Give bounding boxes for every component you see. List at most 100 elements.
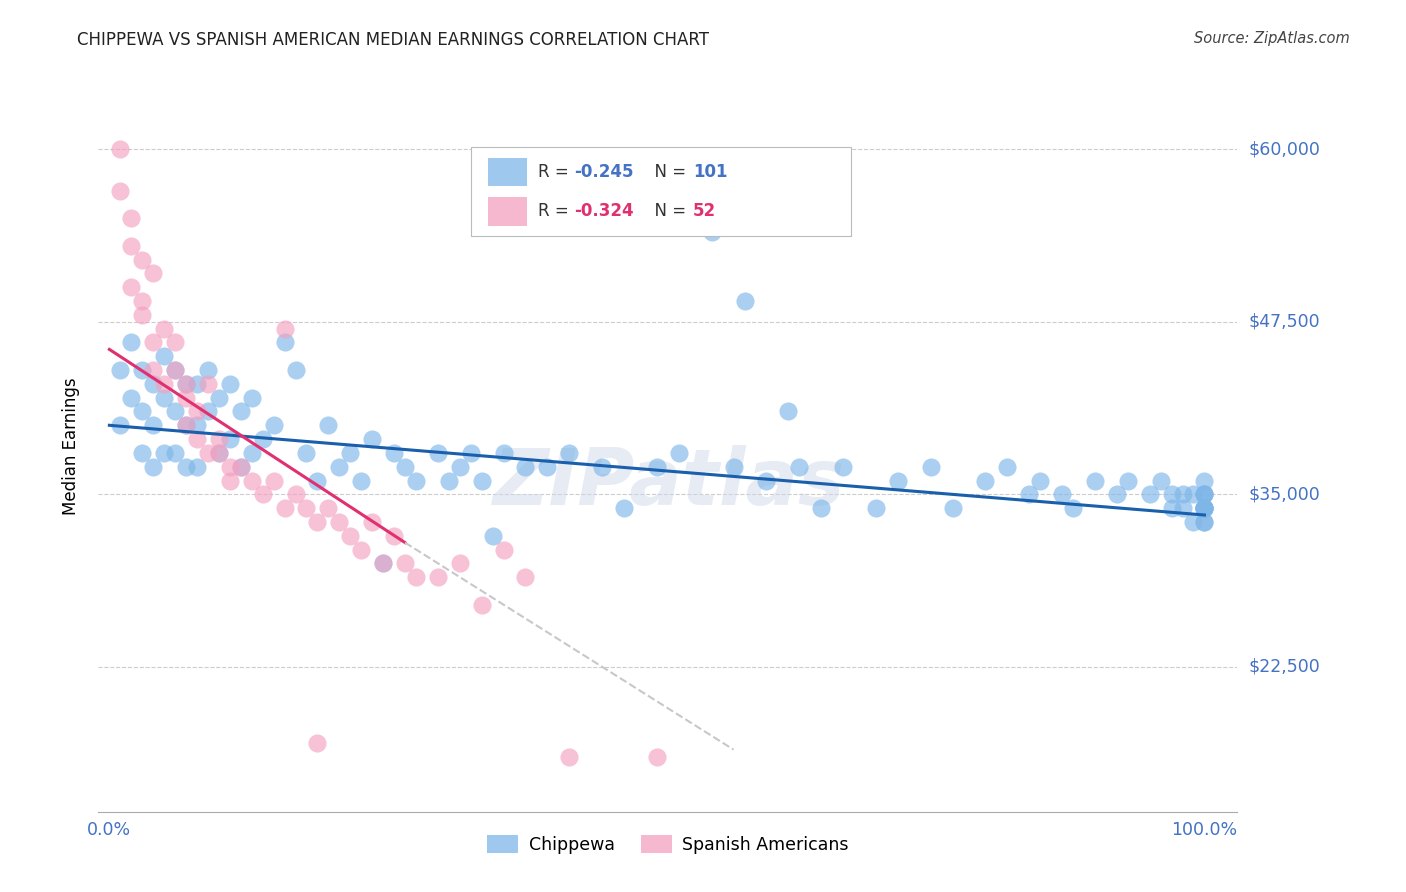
Point (449, 557, 471, 571)
Point (110, 418, 132, 433)
Point (153, 446, 176, 460)
Point (1171, 501, 1194, 516)
Point (787, 459, 810, 474)
Point (734, 294, 756, 309)
Point (382, 529, 405, 543)
Point (1182, 515, 1205, 529)
Point (263, 474, 285, 488)
Text: N =: N = (644, 163, 692, 181)
Text: $22,500: $22,500 (1249, 657, 1320, 676)
Text: -0.245: -0.245 (574, 163, 633, 181)
Point (229, 459, 252, 474)
Point (120, 335, 142, 350)
Point (920, 459, 942, 474)
Point (1182, 487, 1205, 501)
Point (1194, 501, 1216, 516)
Point (208, 432, 231, 446)
Point (1062, 501, 1084, 516)
Point (142, 376, 165, 391)
Point (273, 501, 295, 516)
Point (174, 376, 197, 391)
Text: N =: N = (644, 202, 692, 220)
Point (307, 474, 329, 488)
Point (1171, 487, 1194, 501)
Point (153, 349, 176, 363)
Point (1194, 501, 1216, 516)
Point (1149, 474, 1171, 488)
Point (120, 239, 142, 253)
Point (591, 459, 613, 474)
Point (273, 321, 295, 335)
Point (778, 404, 800, 418)
Point (437, 474, 460, 488)
Point (405, 570, 427, 584)
Text: $35,000: $35,000 (1249, 485, 1320, 503)
Point (668, 446, 690, 460)
Point (405, 474, 427, 488)
Point (252, 432, 274, 446)
Point (307, 736, 329, 750)
Point (1139, 487, 1161, 501)
Point (1194, 487, 1216, 501)
Point (371, 557, 394, 571)
Text: $60,000: $60,000 (1249, 140, 1320, 158)
Point (361, 432, 384, 446)
Point (197, 363, 219, 377)
Point (284, 363, 307, 377)
Text: ZIPatlas: ZIPatlas (492, 444, 844, 521)
Point (318, 418, 340, 433)
Point (755, 474, 778, 488)
Point (153, 376, 176, 391)
Point (174, 391, 197, 405)
Point (371, 557, 394, 571)
Point (197, 376, 219, 391)
Point (165, 363, 187, 377)
Point (426, 570, 449, 584)
Point (120, 211, 142, 226)
Point (426, 446, 449, 460)
Point (645, 749, 668, 764)
Point (165, 404, 187, 418)
Point (240, 446, 263, 460)
Point (382, 446, 405, 460)
Text: -0.324: -0.324 (574, 202, 633, 220)
Point (394, 557, 416, 571)
Point (295, 446, 318, 460)
Point (307, 515, 329, 529)
Point (700, 225, 723, 239)
Point (131, 252, 153, 267)
Point (1194, 515, 1216, 529)
Point (208, 446, 231, 460)
Point (110, 363, 132, 377)
Point (613, 501, 636, 516)
Point (471, 598, 494, 612)
Point (153, 321, 176, 335)
Point (110, 142, 132, 156)
Text: 101: 101 (693, 163, 728, 181)
Point (208, 391, 231, 405)
Text: $47,500: $47,500 (1249, 313, 1320, 331)
Point (197, 404, 219, 418)
Point (1194, 501, 1216, 516)
Point (229, 404, 252, 418)
Point (284, 487, 307, 501)
Point (218, 474, 240, 488)
Point (460, 446, 482, 460)
Point (1194, 501, 1216, 516)
Point (1084, 474, 1107, 488)
Point (974, 474, 997, 488)
Point (361, 515, 384, 529)
Point (1050, 487, 1073, 501)
Point (558, 749, 581, 764)
Point (174, 376, 197, 391)
Text: R =: R = (538, 163, 575, 181)
Point (131, 294, 153, 309)
Point (887, 474, 910, 488)
Point (515, 570, 537, 584)
Point (492, 542, 515, 557)
Point (218, 432, 240, 446)
Point (165, 446, 187, 460)
Point (229, 459, 252, 474)
Point (1018, 487, 1040, 501)
Point (942, 501, 965, 516)
